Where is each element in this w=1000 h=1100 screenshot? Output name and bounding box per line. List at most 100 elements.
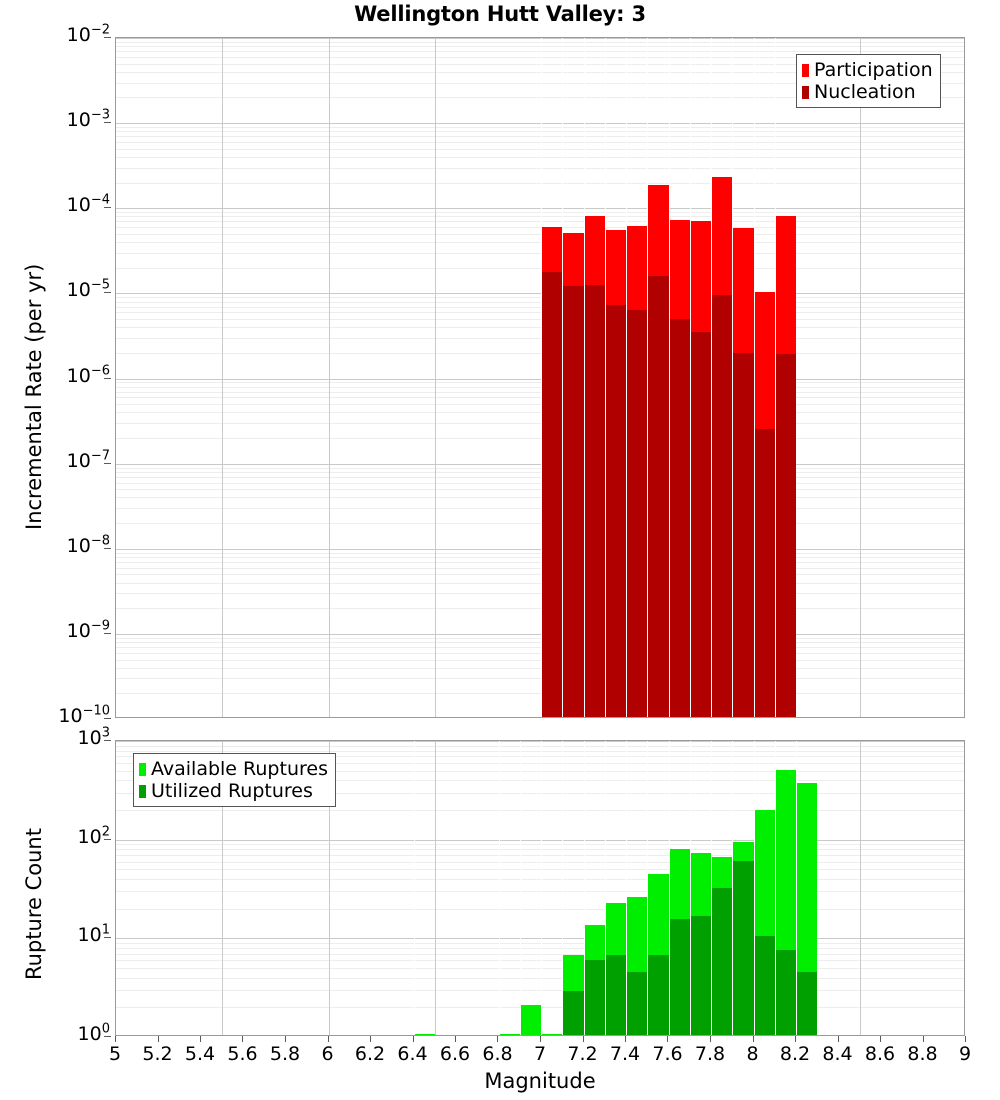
gridline-minor-h [116, 216, 964, 217]
gridline-minor-h [116, 523, 964, 524]
bar-nucleation [583, 284, 605, 717]
y-tick-label: 10−8 [66, 533, 110, 557]
gridline-minor-h [116, 746, 964, 747]
gridline-major-h [116, 38, 964, 39]
gridline-minor-h [116, 97, 964, 98]
x-tick-mark [880, 1036, 881, 1042]
x-tick-label: 6.6 [439, 1043, 471, 1065]
y-tick-label: 10−2 [66, 22, 110, 46]
gridline-minor-h [116, 978, 964, 979]
bar-separator [647, 741, 649, 1035]
gridline-minor-h [116, 438, 964, 439]
x-tick-label: 5 [108, 1043, 122, 1065]
gridline-minor-h [116, 693, 964, 694]
gridline-minor-h [116, 57, 964, 58]
y-tick-label: 100 [77, 1021, 110, 1045]
bar-separator [626, 38, 627, 717]
gridline-major-v [435, 38, 436, 717]
x-tick-label: 6.4 [397, 1043, 428, 1065]
gridline-minor-h [116, 72, 964, 73]
x-tick-label: 6.8 [482, 1043, 513, 1065]
y-tick-label: 10−3 [66, 107, 110, 132]
gridline-major-h [116, 379, 964, 380]
gridline-minor-h [116, 557, 964, 558]
bar-available-ruptures [498, 1034, 520, 1035]
bar-separator [604, 38, 606, 717]
gridline-major-v [329, 741, 330, 1035]
y-tick-mark [104, 207, 111, 209]
legend-incremental-rate[interactable]: Participation Nucleation [796, 54, 941, 109]
x-tick-label: 7 [533, 1043, 547, 1065]
y-tick-mark [104, 462, 111, 464]
x-tick-mark [413, 1036, 414, 1042]
bar-nucleation [604, 304, 626, 717]
gridline-minor-h [116, 227, 964, 228]
gridline-minor-h [116, 756, 964, 757]
gridline-minor-h [116, 392, 964, 393]
gridline-minor-h [116, 483, 964, 484]
gridline-minor-h [116, 943, 964, 944]
gridline-minor-h [116, 780, 964, 781]
bar-nucleation [562, 286, 584, 717]
bar-separator [541, 741, 542, 1035]
incremental-rate-plot [115, 37, 965, 718]
gridline-minor-h [116, 382, 964, 383]
bar-utilized-ruptures [562, 990, 584, 1035]
x-tick-mark [115, 1036, 116, 1042]
x-tick-label: 8.4 [822, 1043, 853, 1065]
bar-separator [711, 38, 712, 717]
bar-separator [689, 741, 691, 1035]
gridline-minor-h [116, 891, 964, 892]
legend-item-nucleation[interactable]: Nucleation [802, 81, 933, 103]
y-tick-mark [104, 937, 111, 939]
bar-utilized-ruptures [583, 960, 605, 1035]
bar-separator [498, 741, 500, 1035]
y-tick-label: 10−5 [66, 278, 110, 302]
legend-item-participation[interactable]: Participation [802, 59, 933, 81]
bar-utilized-ruptures [711, 887, 733, 1035]
bar-separator [711, 741, 712, 1035]
gridline-minor-h [116, 472, 964, 473]
y-axis-label-top: Incremental Rate (per yr) [22, 263, 46, 530]
gridline-minor-h [116, 763, 964, 764]
y-tick-mark [104, 122, 111, 124]
legend-rupture-count[interactable]: Available Ruptures Utilized Ruptures [133, 753, 336, 808]
x-tick-mark [710, 1036, 711, 1042]
legend-item-available-ruptures[interactable]: Available Ruptures [139, 758, 328, 780]
gridline-minor-h [116, 319, 964, 320]
y-tick-mark [104, 838, 111, 840]
bar-utilized-ruptures [626, 971, 648, 1035]
bar-separator [732, 741, 734, 1035]
gridline-minor-h [116, 268, 964, 269]
gridline-major-v [435, 741, 436, 1035]
y-tick-mark [104, 632, 111, 634]
gridline-minor-h [116, 660, 964, 661]
gridline-minor-h [116, 131, 964, 132]
y-axis-ticks-top: 10−2 10−3 10−4 10−5 10−6 10−7 10−8 10−9 10−10 [0, 0, 111, 760]
bar-utilized-ruptures [604, 954, 626, 1035]
bar-separator [753, 741, 755, 1035]
legend-item-utilized-ruptures[interactable]: Utilized Ruptures [139, 780, 328, 802]
x-axis-label: Magnitude [484, 1069, 596, 1093]
gridline-minor-h [116, 468, 964, 469]
gridline-minor-h [116, 51, 964, 52]
gridline-major-h [116, 464, 964, 465]
gridline-major-h [116, 123, 964, 124]
gridline-minor-h [116, 312, 964, 313]
gridline-minor-h [116, 574, 964, 575]
legend-label-available-ruptures: Available Ruptures [151, 758, 328, 780]
gridline-minor-h [116, 869, 964, 870]
gridline-minor-h [116, 404, 964, 405]
gridline-minor-h [116, 553, 964, 554]
x-tick-label: 5.8 [269, 1043, 301, 1065]
gridline-minor-h [116, 568, 964, 569]
gridline-minor-h [116, 844, 964, 845]
y-tick-label: 10−7 [66, 448, 110, 472]
gridline-minor-h [116, 562, 964, 563]
gridline-minor-h [116, 862, 964, 863]
bar-separator [583, 38, 585, 717]
gridline-major-h [116, 549, 964, 550]
gridline-minor-h [116, 638, 964, 639]
bar-utilized-ruptures [796, 971, 818, 1035]
